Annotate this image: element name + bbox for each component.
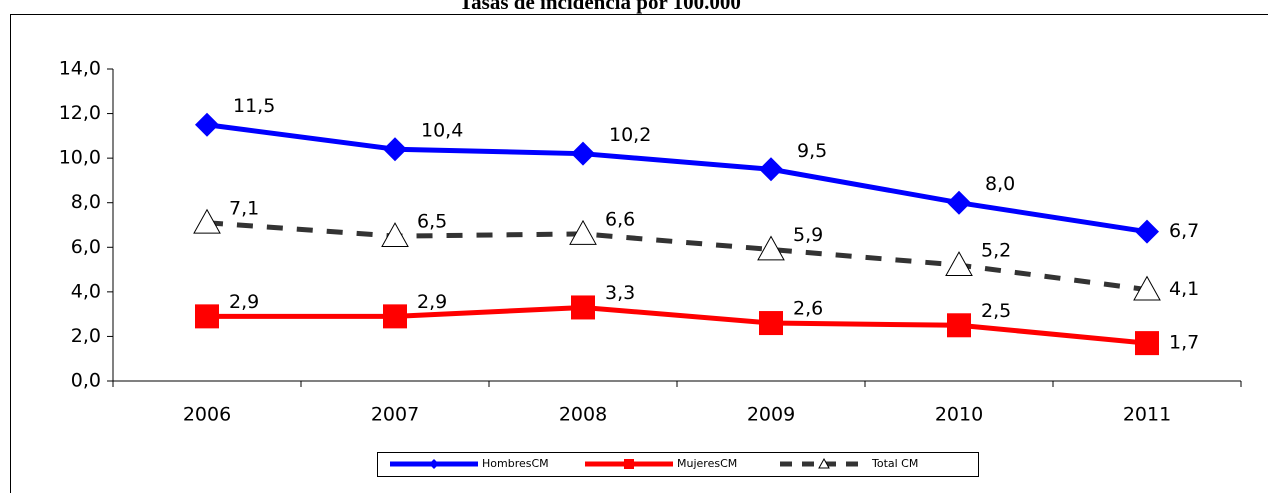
x-tick-label: 2010 (935, 404, 983, 426)
data-label: 3,3 (605, 282, 635, 304)
series-line (207, 304, 1148, 346)
data-point (383, 137, 407, 162)
x-tick-label: 2009 (747, 404, 795, 426)
data-point (569, 219, 597, 245)
y-tick-label: 2,0 (71, 325, 101, 347)
data-point (195, 112, 219, 137)
data-point (759, 157, 783, 182)
data-label: 6,6 (605, 208, 635, 230)
data-label: 2,6 (793, 298, 823, 320)
data-label: 2,9 (229, 291, 259, 313)
y-tick-label: 4,0 (71, 280, 101, 302)
series-line (206, 122, 1148, 235)
x-tick-label: 2011 (1123, 404, 1171, 426)
data-label: 1,7 (1169, 332, 1199, 354)
x-tick-label: 2008 (559, 404, 607, 426)
legend-marker (624, 459, 634, 469)
data-point (759, 311, 783, 336)
data-label: 10,4 (421, 120, 463, 142)
y-tick-label: 0,0 (71, 370, 101, 392)
data-label: 11,5 (233, 95, 275, 117)
data-point (571, 141, 595, 166)
data-point (1135, 331, 1159, 356)
y-tick-label: 12,0 (59, 102, 101, 124)
x-tick-label: 2006 (183, 404, 231, 426)
data-label: 10,2 (609, 124, 651, 146)
data-label: 5,2 (981, 240, 1011, 262)
legend-marker (818, 457, 830, 469)
legend-label: MujeresCM (677, 457, 737, 470)
chart-border (10, 14, 1268, 493)
y-tick-label: 10,0 (59, 147, 101, 169)
data-label: 6,5 (417, 211, 447, 233)
data-point (383, 304, 407, 329)
series-line (206, 220, 1148, 293)
data-label: 2,9 (417, 291, 447, 313)
legend-marker (429, 459, 439, 469)
data-label: 7,1 (229, 197, 259, 219)
legend-label: HombresCM (482, 457, 549, 470)
data-label: 4,1 (1169, 278, 1199, 300)
data-label: 6,7 (1169, 220, 1199, 242)
data-point (757, 235, 785, 261)
data-label: 2,5 (981, 300, 1011, 322)
data-label: 9,5 (797, 140, 827, 162)
data-point (571, 295, 595, 320)
y-tick-label: 8,0 (71, 191, 101, 213)
y-tick-label: 6,0 (71, 236, 101, 258)
data-point (195, 304, 219, 329)
x-tick-label: 2007 (371, 404, 419, 426)
legend-label: Total CM (871, 457, 918, 470)
data-label: 8,0 (985, 173, 1015, 195)
data-point (947, 190, 971, 215)
data-label: 5,9 (793, 224, 823, 246)
data-point (1135, 219, 1159, 244)
data-point (1133, 275, 1161, 301)
data-point (381, 222, 409, 248)
data-point (947, 313, 971, 338)
data-point (193, 208, 221, 234)
y-tick-label: 14,0 (59, 58, 101, 80)
data-point (945, 251, 973, 277)
chart-title: Tasas de incidencia por 100.000 (459, 0, 741, 14)
